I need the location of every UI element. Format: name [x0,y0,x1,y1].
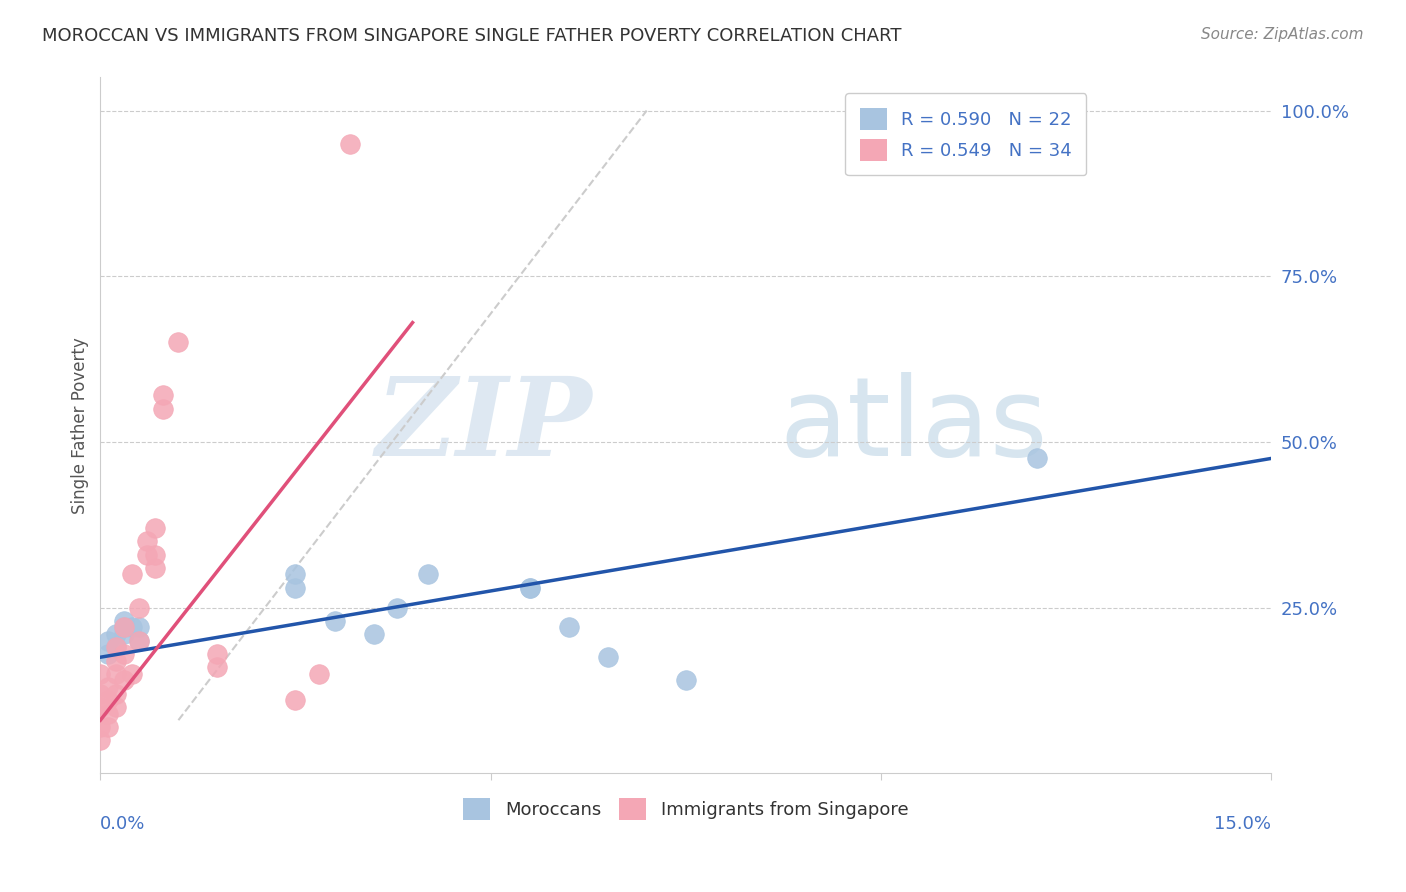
Point [596,650,619,665]
Text: 15.0%: 15.0% [1215,815,1271,833]
Point [308,666,330,681]
Point [128,600,150,615]
Point [128,633,150,648]
Point [136,548,159,562]
Point [207,660,229,674]
Point [1026,451,1049,466]
Point [112,620,135,634]
Point [519,581,541,595]
Point [112,647,135,661]
Point [104,687,127,701]
Point [89,720,111,734]
Point [519,581,541,595]
Legend: Moroccans, Immigrants from Singapore: Moroccans, Immigrants from Singapore [456,790,915,827]
Point [152,401,174,416]
Point [557,620,579,634]
Point [418,567,440,582]
Point [97,720,120,734]
Point [97,633,120,648]
Y-axis label: Single Father Poverty: Single Father Poverty [72,337,89,514]
Point [323,614,346,628]
Point [143,521,166,535]
Point [104,640,127,655]
Point [121,666,143,681]
Point [284,581,307,595]
Point [97,647,120,661]
Point [104,627,127,641]
Point [104,640,127,655]
Text: 0.0%: 0.0% [100,815,146,833]
Point [121,620,143,634]
Point [104,700,127,714]
Point [112,614,135,628]
Point [284,693,307,707]
Point [104,666,127,681]
Point [339,136,361,151]
Point [143,548,166,562]
Point [675,673,697,688]
Point [385,600,408,615]
Point [128,620,150,634]
Point [97,680,120,694]
Point [207,647,229,661]
Point [167,335,190,350]
Point [112,627,135,641]
Point [97,693,120,707]
Text: Source: ZipAtlas.com: Source: ZipAtlas.com [1201,27,1364,42]
Point [143,561,166,575]
Point [89,700,111,714]
Point [97,706,120,721]
Point [363,627,385,641]
Point [284,567,307,582]
Point [136,534,159,549]
Point [121,567,143,582]
Point [89,733,111,747]
Text: atlas: atlas [779,372,1047,479]
Point [89,687,111,701]
Text: ZIP: ZIP [375,372,592,479]
Point [128,633,150,648]
Point [112,673,135,688]
Point [104,654,127,668]
Text: MOROCCAN VS IMMIGRANTS FROM SINGAPORE SINGLE FATHER POVERTY CORRELATION CHART: MOROCCAN VS IMMIGRANTS FROM SINGAPORE SI… [42,27,901,45]
Point [152,388,174,402]
Point [112,620,135,634]
Point [89,666,111,681]
